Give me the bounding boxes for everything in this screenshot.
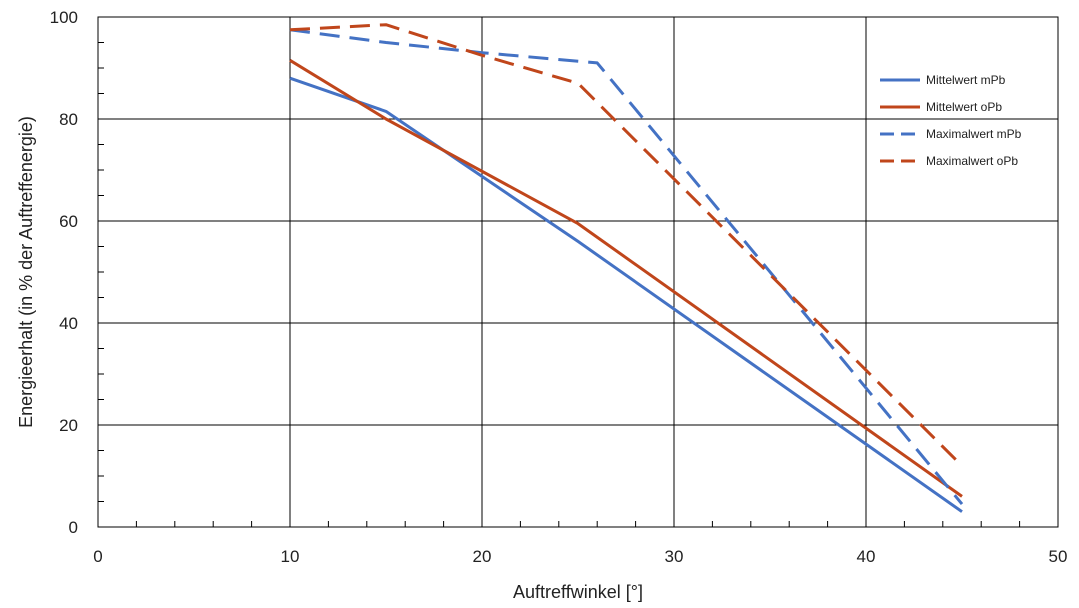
x-tick-label: 0 xyxy=(93,547,102,566)
series-line-4 xyxy=(289,23,964,467)
series-line-3 xyxy=(289,28,964,506)
x-tick-labels: 0 10 20 30 40 50 xyxy=(93,547,1067,566)
y-tick-label: 0 xyxy=(69,518,78,537)
series-line-1 xyxy=(289,76,963,513)
grid-lines xyxy=(98,17,1058,527)
y-tick-label: 100 xyxy=(50,8,78,27)
y-axis-title: Energieerhalt (in % der Auftreffenergie) xyxy=(16,116,36,428)
x-tick-label: 40 xyxy=(857,547,876,566)
plot-area xyxy=(98,17,1058,527)
series-layer xyxy=(289,23,964,513)
y-tick-label: 80 xyxy=(59,110,78,129)
x-tick-label: 50 xyxy=(1049,547,1068,566)
legend-label: Mittelwert oPb xyxy=(926,100,1002,114)
y-tick-label: 20 xyxy=(59,416,78,435)
series-line-2 xyxy=(289,59,963,498)
x-tick-label: 30 xyxy=(665,547,684,566)
legend-label: Maximalwert oPb xyxy=(926,154,1018,168)
minor-ticks xyxy=(98,42,1021,527)
plot-border xyxy=(97,16,1059,528)
x-tick-label: 10 xyxy=(281,547,300,566)
y-tick-label: 40 xyxy=(59,314,78,333)
legend: Mittelwert mPb Mittelwert oPb Maximalwert … xyxy=(880,73,1022,168)
y-tick-labels: 0 20 40 60 80 100 xyxy=(50,8,78,537)
x-tick-label: 20 xyxy=(473,547,492,566)
legend-label: Maximalwert mPb xyxy=(926,127,1022,141)
y-tick-label: 60 xyxy=(59,212,78,231)
legend-label: Mittelwert mPb xyxy=(926,73,1006,87)
x-axis-title: Auftreffwinkel [°] xyxy=(513,582,643,602)
